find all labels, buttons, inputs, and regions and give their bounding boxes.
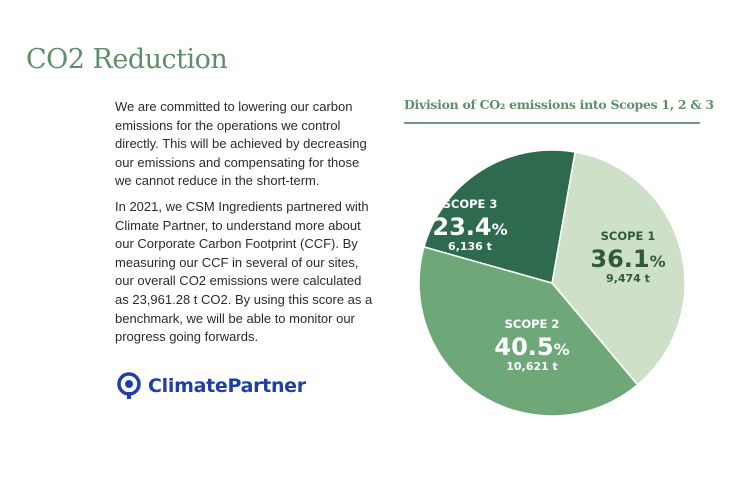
- scope-3-name: SCOPE 3: [443, 197, 498, 211]
- scope-3-value: 6,136 t: [448, 240, 492, 253]
- body-text: We are committed to lowering our carbon …: [115, 98, 377, 354]
- page-title: CO2 Reduction: [26, 44, 228, 75]
- scope-2-value: 10,621 t: [506, 360, 558, 373]
- scope-1-value: 9,474 t: [606, 272, 650, 285]
- scope-1-name: SCOPE 1: [601, 229, 656, 243]
- paragraph-ccf: In 2021, we CSM Ingredients partnered wi…: [115, 198, 373, 345]
- scope-2-percent: 40.5%: [494, 333, 569, 361]
- chart-title-rule: [404, 122, 700, 124]
- scope-3-label: SCOPE 3 23.4%6,136 t: [432, 197, 507, 253]
- pie-slice-scope-3: [423, 149, 576, 284]
- scope-3-percent: 23.4%: [432, 213, 507, 241]
- scope-1-label: SCOPE 1 36.1%9,474 t: [590, 229, 665, 285]
- logo-wordmark: ClimatePartner: [148, 375, 306, 397]
- climatepartner-logo: ClimatePartner: [116, 372, 306, 400]
- scope-2-label: SCOPE 2 40.5%10,621 t: [494, 317, 569, 373]
- pie-slice-scope-2: [418, 245, 639, 417]
- climatepartner-logo-icon: [117, 372, 141, 399]
- chart-title: Division of CO₂ emissions into Scopes 1,…: [404, 97, 714, 112]
- scope-1-percent: 36.1%: [590, 245, 665, 273]
- pie-slice-scope-1: [551, 151, 686, 386]
- scope-2-name: SCOPE 2: [505, 317, 560, 331]
- paragraph-commitment: We are committed to lowering our carbon …: [115, 99, 367, 189]
